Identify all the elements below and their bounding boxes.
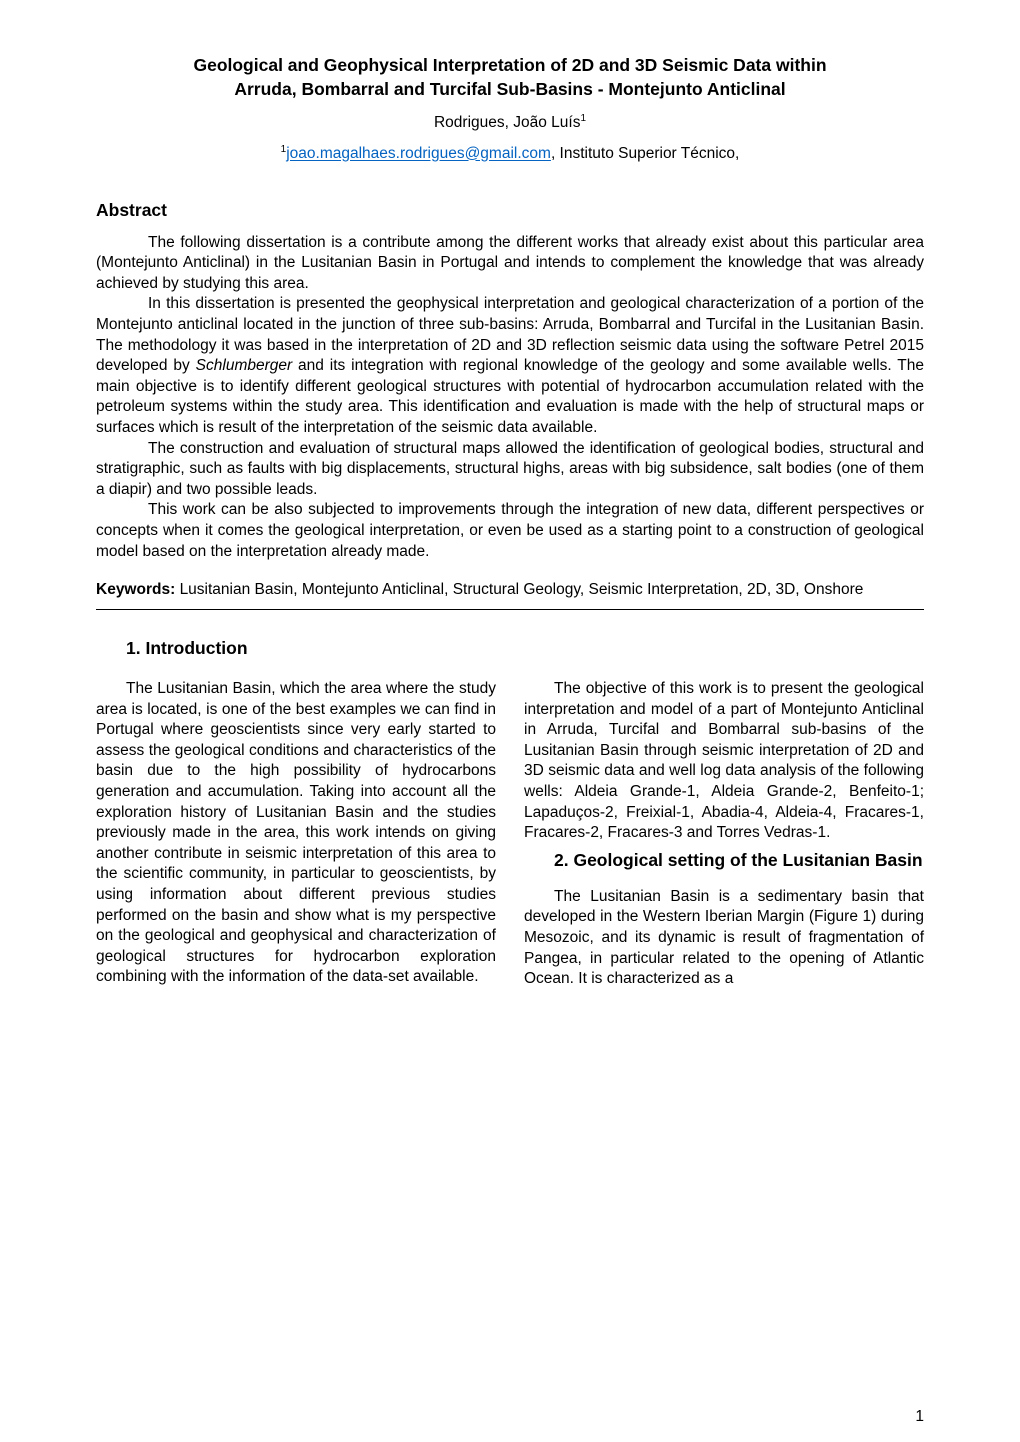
affil-tail: , Instituto Superior Técnico, [551, 146, 739, 163]
abstract-body: The following dissertation is a contribu… [96, 233, 924, 563]
section-1-p2: The objective of this work is to present… [524, 679, 924, 844]
column-left: The Lusitanian Basin, which the area whe… [96, 679, 496, 990]
affiliation-line: 1joao.magalhaes.rodrigues@gmail.com, Ins… [96, 144, 924, 163]
section-2-heading: 2. Geological setting of the Lusitanian … [554, 850, 924, 871]
abstract-heading: Abstract [96, 200, 924, 221]
author-line: Rodrigues, João Luís1 [96, 113, 924, 132]
page-number: 1 [915, 1408, 924, 1426]
keywords-text: Lusitanian Basin, Montejunto Anticlinal,… [180, 581, 864, 598]
column-right: The objective of this work is to present… [524, 679, 924, 990]
divider [96, 609, 924, 610]
author-email-link[interactable]: joao.magalhaes.rodrigues@gmail.com [286, 146, 551, 163]
abstract-p4: This work can be also subjected to impro… [96, 500, 924, 562]
author-sup: 1 [580, 113, 586, 124]
abstract-p2-italic: Schlumberger [196, 357, 293, 374]
two-column-region: The Lusitanian Basin, which the area whe… [96, 679, 924, 990]
keywords-line: Keywords: Lusitanian Basin, Montejunto A… [96, 580, 924, 601]
section-1-p1: The Lusitanian Basin, which the area whe… [96, 679, 496, 988]
abstract-p2: In this dissertation is presented the ge… [96, 294, 924, 438]
section-2-p1: The Lusitanian Basin is a sedimentary ba… [524, 887, 924, 990]
document-title: Geological and Geophysical Interpretatio… [96, 54, 924, 101]
abstract-p1: The following dissertation is a contribu… [96, 233, 924, 295]
title-line-2: Arruda, Bombarral and Turcifal Sub-Basin… [234, 79, 785, 99]
section-1-heading: 1. Introduction [126, 638, 924, 659]
abstract-p3: The construction and evaluation of struc… [96, 439, 924, 501]
page: Geological and Geophysical Interpretatio… [0, 0, 1020, 1442]
author-name: Rodrigues, João Luís [434, 114, 580, 131]
keywords-label: Keywords: [96, 581, 180, 598]
title-line-1: Geological and Geophysical Interpretatio… [193, 55, 826, 75]
